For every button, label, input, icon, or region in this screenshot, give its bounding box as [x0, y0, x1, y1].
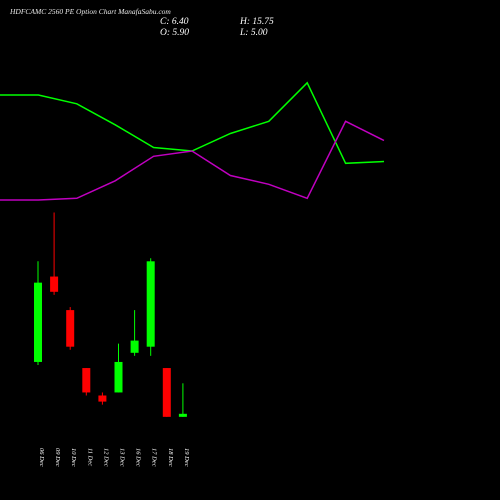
low-value: L: 5.00	[240, 28, 268, 38]
x-tick-label-4: 11 Dec	[86, 448, 93, 466]
candle-body-3	[66, 310, 75, 347]
x-tick-label-9: 18 Dec	[167, 448, 174, 467]
candle-body-1	[34, 282, 42, 362]
candle-body-10	[178, 413, 187, 417]
x-tick-label-10: 19 Dec	[183, 448, 190, 467]
candle-body-8	[146, 261, 155, 347]
x-tick-label-8: 17 Dec	[151, 448, 158, 467]
high-value: H: 15.75	[240, 17, 274, 27]
x-tick-label-3: 10 Dec	[70, 448, 77, 467]
x-tick-label-1: 06 Dec	[38, 448, 45, 467]
x-tick-label-6: 13 Dec	[119, 448, 126, 467]
candle-body-6	[114, 361, 123, 393]
close-value: C: 6.40	[160, 17, 189, 27]
candle-body-7	[130, 340, 139, 353]
chart-title: HDFCAMC 2560 PE Option Chart ManafaSabu.…	[10, 7, 171, 16]
candle-body-9	[162, 368, 171, 417]
candle-body-2	[50, 276, 59, 292]
x-tick-label-2: 09 Dec	[54, 448, 61, 467]
x-tick-label-5: 12 Dec	[102, 448, 109, 467]
candle-body-4	[82, 368, 91, 393]
candle-body-5	[98, 395, 107, 402]
open-value: O: 5.90	[160, 28, 190, 38]
x-tick-label-7: 16 Dec	[135, 448, 142, 467]
overlay-line-2	[0, 120, 385, 201]
